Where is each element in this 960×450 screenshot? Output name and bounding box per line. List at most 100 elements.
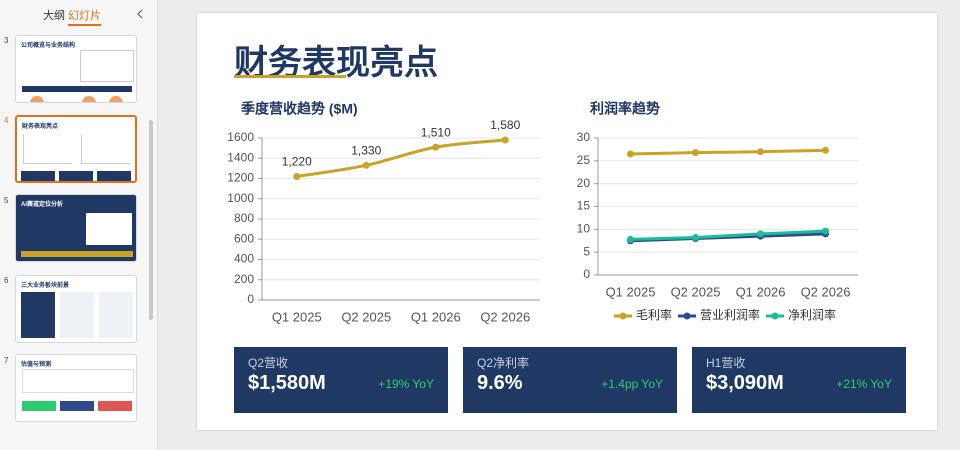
- kpi-label: Q2营收: [248, 356, 289, 370]
- chart-title: 利润率趋势: [590, 101, 660, 117]
- y-tick-label: 0: [583, 267, 590, 281]
- kpi-change: +19% YoY: [378, 377, 434, 391]
- slide-number: 6: [4, 276, 9, 285]
- slide-canvas[interactable]: 财务表现亮点 季度营收趋势 ($M) 0 200 400 600 800 1000 1200 1…: [197, 13, 937, 430]
- data-point: [362, 161, 370, 169]
- slide-thumbnail[interactable]: 财务表现亮点: [15, 115, 137, 183]
- data-point: [692, 234, 699, 242]
- thumbnail-card: [21, 292, 55, 338]
- kpi-card: Q2净利率 9.6% +1.4pp YoY: [463, 347, 677, 413]
- thumbnail-box: [22, 401, 56, 411]
- data-point: [822, 146, 829, 154]
- play-button[interactable]: [30, 96, 44, 102]
- data-point: [627, 235, 634, 243]
- x-tick-label: Q1 2026: [411, 309, 461, 324]
- kpi-value: $1,580M: [248, 372, 326, 394]
- title-underline: [234, 75, 346, 78]
- thumbnail-title: 估值与预测: [21, 362, 52, 368]
- x-tick-label: Q2 2026: [480, 309, 530, 324]
- y-tick-label: 1600: [227, 130, 254, 144]
- kpi-label: Q2净利率: [477, 356, 530, 370]
- x-tick-label: Q1 2026: [736, 284, 786, 299]
- y-tick-label: 0: [247, 292, 254, 306]
- kpi-value: 9.6%: [477, 372, 523, 394]
- data-label: 1,510: [421, 125, 451, 139]
- thumbnail-card: [97, 171, 131, 181]
- slide-thumbnail[interactable]: 估值与预测: [15, 354, 137, 422]
- thumbnail-table: [22, 369, 134, 393]
- legend-marker: [683, 312, 691, 320]
- thumbnail-card: [99, 292, 133, 338]
- y-tick-label: 30: [577, 130, 591, 144]
- add-button[interactable]: [109, 96, 123, 102]
- kpi-change: +21% YoY: [836, 377, 892, 391]
- y-tick-label: 1400: [227, 150, 254, 164]
- legend-marker: [771, 312, 779, 320]
- kpi-label: H1营收: [706, 356, 746, 370]
- slide-thumbnail[interactable]: 公司概览与业务结构: [15, 35, 137, 103]
- x-tick-label: Q2 2025: [671, 284, 721, 299]
- thumbnail-table: [80, 50, 134, 82]
- thumbnail-bar: [22, 86, 132, 92]
- outline-tab[interactable]: 大纲: [43, 10, 65, 22]
- collapse-button[interactable]: [134, 8, 146, 20]
- slide-number: 3: [4, 36, 9, 45]
- x-tick-label: Q2 2025: [341, 309, 391, 324]
- data-point: [822, 227, 829, 235]
- series-line: [296, 138, 506, 178]
- thumbnail-title: 公司概览与业务结构: [21, 43, 76, 49]
- y-tick-label: 20: [577, 176, 591, 190]
- shuffle-button[interactable]: [82, 96, 96, 102]
- data-point: [627, 150, 634, 158]
- data-label: 1,330: [351, 144, 381, 158]
- thumbnail-chart: [23, 135, 72, 164]
- thumbnail-title: AI赛道定位分析: [21, 202, 64, 208]
- thumbnail-card: [59, 171, 93, 181]
- slide-thumbnail[interactable]: AI赛道定位分析: [15, 194, 137, 262]
- slide-number: 5: [4, 196, 9, 205]
- data-point: [501, 136, 509, 144]
- x-tick-label: Q1 2025: [606, 284, 656, 299]
- kpi-change: +1.4pp YoY: [601, 377, 663, 391]
- data-label: 1,580: [490, 118, 520, 132]
- slides-tab[interactable]: 幻灯片: [68, 7, 101, 26]
- y-tick-label: 15: [577, 199, 591, 213]
- sidebar: 大纲 幻灯片 3 公司概览与业务结构 4 财务表现亮点 5 AI赛道定位分析: [0, 0, 158, 450]
- kpi-value: $3,090M: [706, 372, 784, 394]
- thumbnail-chart: [81, 135, 130, 164]
- data-point: [432, 143, 440, 151]
- kpi-card: H1营收 $3,090M +21% YoY: [692, 347, 906, 413]
- y-tick-label: 600: [234, 231, 254, 245]
- thumbnail-box: [98, 401, 132, 411]
- slide-number: 7: [4, 356, 9, 365]
- data-label: 1,220: [282, 155, 312, 169]
- slide-thumbnail[interactable]: 三大业务板块前景: [15, 275, 137, 343]
- thumbnail-box: [60, 401, 94, 411]
- slide-number: 4: [4, 116, 9, 125]
- y-tick-label: 5: [583, 244, 590, 258]
- charts: 季度营收趋势 ($M)02004006008001000120014001600…: [227, 101, 858, 324]
- scrollbar[interactable]: [149, 120, 153, 320]
- data-point: [757, 230, 764, 238]
- y-tick-label: 1200: [227, 171, 254, 185]
- legend-label: 营业利润率: [700, 307, 760, 322]
- data-point: [757, 148, 764, 156]
- kpi-card: Q2营收 $1,580M +19% YoY: [234, 347, 448, 413]
- legend-label: 净利润率: [788, 307, 836, 322]
- thumbnail-bar: [21, 251, 133, 257]
- series-line: [630, 229, 826, 241]
- y-tick-label: 10: [577, 222, 591, 236]
- legend-label: 毛利率: [636, 307, 672, 322]
- thumbnail-title: 财务表现亮点: [22, 124, 59, 130]
- thumbnail-card: [60, 292, 94, 338]
- thumbnail-title: 三大业务板块前景: [21, 283, 70, 289]
- y-tick-label: 200: [234, 272, 254, 286]
- legend-marker: [619, 312, 627, 320]
- data-point: [293, 172, 301, 180]
- data-point: [692, 149, 699, 157]
- x-tick-label: Q2 2026: [801, 284, 851, 299]
- y-tick-label: 25: [577, 153, 591, 167]
- x-tick-label: Q1 2025: [272, 309, 322, 324]
- series-line: [630, 148, 826, 156]
